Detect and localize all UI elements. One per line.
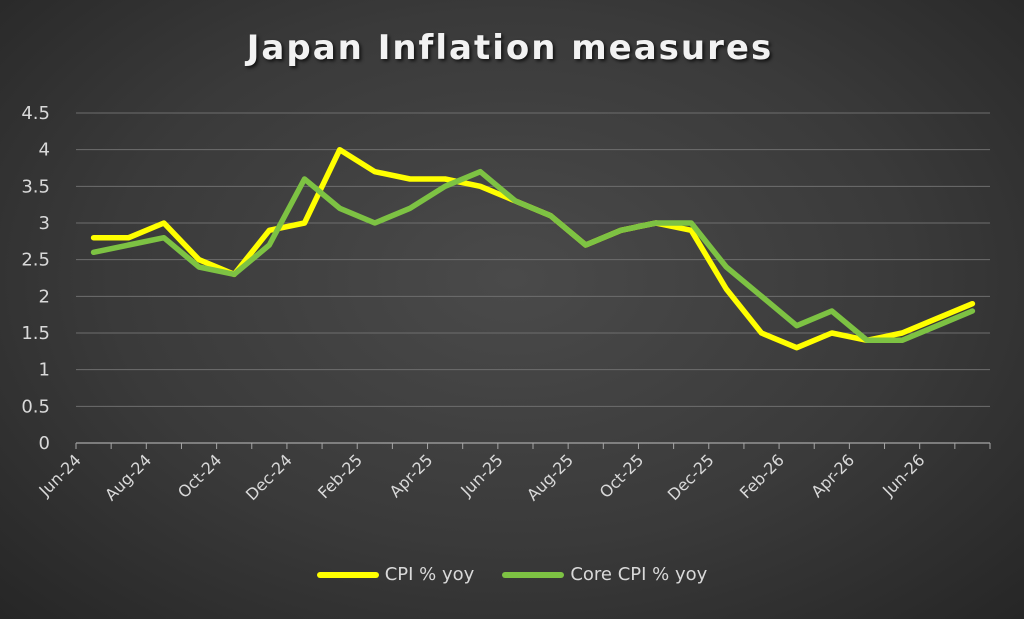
- x-tick-label: Oct-25: [596, 450, 647, 501]
- x-tick-label: Aug-25: [523, 450, 577, 504]
- y-axis-ticks: 0 0.5 1 1.5 2 2.5 3 3.5 4 4.5: [21, 103, 50, 454]
- x-tick-label: Feb-26: [736, 450, 788, 502]
- x-tick-label: Apr-26: [807, 450, 858, 501]
- x-tick-label: Dec-25: [664, 450, 718, 504]
- legend-swatch: [316, 571, 379, 578]
- x-tick-label: Dec-24: [242, 450, 296, 504]
- y-tick-label: 0.5: [21, 396, 50, 417]
- series-line-1: [90, 168, 976, 344]
- y-tick-label: 1: [39, 360, 50, 381]
- legend-swatch: [502, 571, 565, 578]
- x-tick-label: Feb-25: [314, 450, 366, 502]
- series-lines: [90, 146, 976, 351]
- y-tick-label: 2: [39, 286, 50, 307]
- legend-item-0: CPI % yoy: [316, 564, 475, 585]
- legend-item-1: Core CPI % yoy: [502, 564, 707, 585]
- x-tick-label: Apr-25: [386, 450, 437, 501]
- legend-label: CPI % yoy: [384, 564, 475, 585]
- x-tick-label: Oct-24: [174, 450, 225, 501]
- chart-title: Japan Inflation measures: [246, 28, 774, 68]
- x-tick-label: Jun-24: [35, 450, 85, 500]
- y-tick-label: 4: [39, 140, 50, 161]
- y-tick-label: 3.5: [21, 176, 50, 197]
- legend-label: Core CPI % yoy: [570, 564, 708, 585]
- y-tick-label: 4.5: [21, 103, 50, 124]
- y-tick-label: 2.5: [21, 250, 50, 271]
- x-tick-label: Aug-24: [101, 450, 155, 504]
- y-tick-label: 1.5: [21, 323, 50, 344]
- y-tick-label: 3: [39, 213, 50, 234]
- x-tick-label: Jun-25: [456, 450, 506, 500]
- x-tick-label: Jun-26: [878, 450, 928, 500]
- gridlines: [76, 112, 990, 444]
- x-axis-ticks: Jun-24 Aug-24 Oct-24 Dec-24 Feb-25 Apr-25 Jun-…: [35, 443, 991, 504]
- y-tick-label: 0: [39, 433, 50, 454]
- legend: CPI % yoy Core CPI % yoy: [0, 564, 1024, 585]
